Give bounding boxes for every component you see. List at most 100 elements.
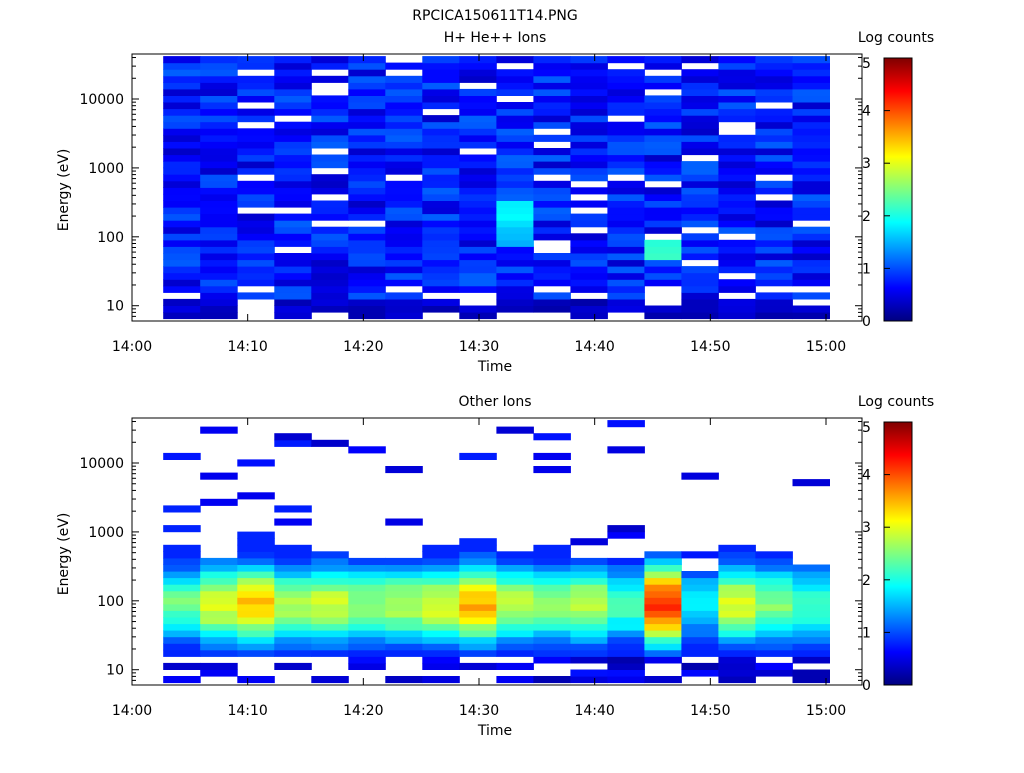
heatmap-cell (755, 630, 793, 638)
heatmap-cell (459, 226, 497, 234)
heatmap-cell (422, 649, 460, 657)
heatmap-cell (792, 115, 830, 123)
heatmap-cell (681, 115, 719, 123)
heatmap-cell (792, 272, 830, 280)
heatmap-cell (570, 298, 608, 306)
heatmap-cell (422, 253, 460, 261)
heatmap-cell (459, 610, 497, 618)
heatmap-cell (274, 312, 312, 320)
heatmap-cell (533, 213, 571, 221)
heatmap-cell (570, 134, 608, 142)
heatmap-cell (311, 617, 349, 625)
x-tick-label: 14:30 (459, 339, 499, 355)
heatmap-cell (792, 279, 830, 287)
heatmap-cell (348, 187, 386, 195)
heatmap-cell (237, 676, 275, 684)
heatmap-cell (570, 167, 608, 175)
heatmap-cell (755, 305, 793, 313)
heatmap-cell (570, 557, 608, 565)
heatmap-cell (533, 193, 571, 201)
heatmap-cell (755, 272, 793, 280)
heatmap-cell (422, 69, 460, 77)
heatmap-cell (422, 174, 460, 182)
heatmap-cell (200, 102, 238, 110)
heatmap-cell (644, 312, 682, 320)
heatmap-cell (570, 239, 608, 247)
heatmap-cell (533, 584, 571, 592)
heatmap-cell (163, 525, 201, 533)
heatmap-cell (792, 246, 830, 254)
heatmap-cell (570, 200, 608, 208)
heatmap-cell (348, 134, 386, 142)
heatmap-cell (792, 62, 830, 70)
heatmap-cell (459, 246, 497, 254)
heatmap-cell (681, 630, 719, 638)
heatmap-cell (570, 128, 608, 136)
heatmap-cell (533, 676, 571, 684)
heatmap-cell (200, 259, 238, 267)
heatmap-cell (718, 88, 756, 96)
heatmap-cell (718, 246, 756, 254)
heatmap-cell (496, 617, 534, 625)
heatmap-cell (274, 518, 312, 526)
heatmap-cell (274, 433, 312, 441)
heatmap-cell (570, 571, 608, 579)
colorbar-tick-label: 5 (862, 420, 871, 436)
heatmap-cell (422, 617, 460, 625)
heatmap-cell (718, 571, 756, 579)
heatmap-cell (792, 108, 830, 116)
heatmap-cell (459, 141, 497, 149)
heatmap-cell (237, 128, 275, 136)
heatmap-cell (200, 285, 238, 293)
heatmap-cell (718, 279, 756, 287)
heatmap-cell (311, 239, 349, 247)
heatmap-cell (718, 141, 756, 149)
heatmap-cell (274, 266, 312, 274)
heatmap-cell (311, 134, 349, 142)
heatmap-cell (274, 584, 312, 592)
heatmap-cell (422, 564, 460, 572)
heatmap-cell (385, 577, 423, 585)
x-axis-label: Time (477, 723, 512, 739)
heatmap-cell (163, 141, 201, 149)
heatmap-cell (422, 623, 460, 631)
heatmap-cell (385, 557, 423, 565)
heatmap-cell (274, 649, 312, 657)
heatmap-cell (496, 88, 534, 96)
heatmap-cell (163, 246, 201, 254)
heatmap-cell (718, 636, 756, 644)
heatmap-cell (385, 630, 423, 638)
heatmap-cell (274, 233, 312, 241)
heatmap-cell (459, 544, 497, 552)
heatmap-cell (348, 446, 386, 454)
heatmap-cell (163, 200, 201, 208)
heatmap-cell (200, 610, 238, 618)
heatmap-cell (348, 564, 386, 572)
heatmap-cell (607, 643, 645, 651)
heatmap-cell (533, 603, 571, 611)
heatmap-cell (644, 220, 682, 228)
heatmap-cell (459, 597, 497, 605)
heatmap-cell (459, 312, 497, 320)
heatmap-cell (718, 630, 756, 638)
colorbar-tick-label: 4 (862, 104, 871, 120)
heatmap-cell (348, 213, 386, 221)
heatmap-cell (348, 259, 386, 267)
heatmap-cell (681, 148, 719, 156)
heatmap-cell (533, 69, 571, 77)
heatmap-cell (755, 312, 793, 320)
heatmap-cell (607, 102, 645, 110)
heatmap-cell (607, 200, 645, 208)
heatmap-cell (718, 95, 756, 103)
heatmap-cell (792, 610, 830, 618)
heatmap-cell (274, 148, 312, 156)
colorbar: 0 1 2 3 4 5 (862, 56, 913, 330)
heatmap-cell (237, 272, 275, 280)
heatmap-cell (644, 213, 682, 221)
heatmap-cell (681, 472, 719, 480)
heatmap-cell (718, 115, 756, 123)
heatmap-cell (496, 636, 534, 644)
heatmap-cell (607, 253, 645, 261)
heatmap-cell (422, 272, 460, 280)
heatmap-cell (237, 292, 275, 300)
